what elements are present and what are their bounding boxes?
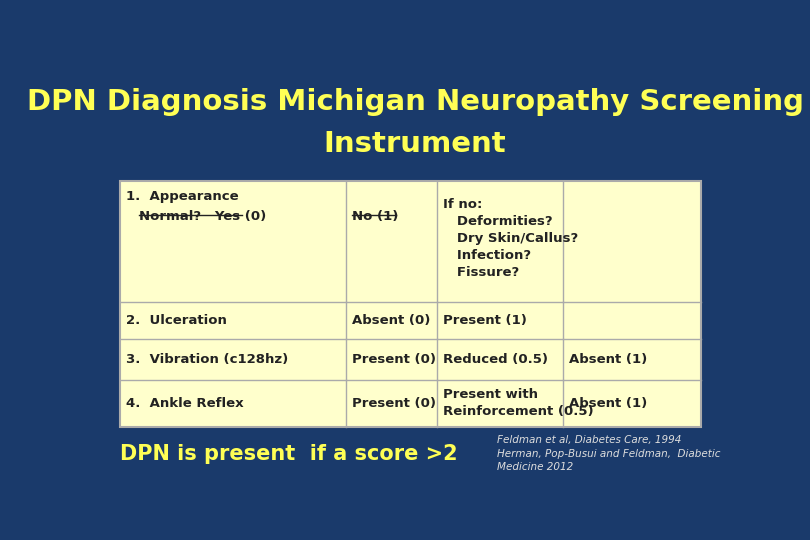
Text: Instrument: Instrument [324,130,506,158]
Text: Present (0): Present (0) [352,353,437,366]
Text: Normal?   Yes (0): Normal? Yes (0) [139,211,266,224]
Text: No (1): No (1) [352,211,399,224]
Text: 3.  Vibration (c128hz): 3. Vibration (c128hz) [126,353,288,366]
Text: If no:
   Deformities?
   Dry Skin/Callus?
   Infection?
   Fissure?: If no: Deformities? Dry Skin/Callus? Inf… [443,198,578,279]
Text: Reduced (0.5): Reduced (0.5) [443,353,548,366]
Text: Absent (1): Absent (1) [569,397,647,410]
Text: 1.  Appearance: 1. Appearance [126,191,239,204]
Text: Absent (1): Absent (1) [569,353,647,366]
Text: Present with
Reinforcement (0.5): Present with Reinforcement (0.5) [443,388,594,418]
Text: Absent (0): Absent (0) [352,314,431,327]
Text: 2.  Ulceration: 2. Ulceration [126,314,228,327]
FancyBboxPatch shape [120,181,701,427]
Text: Present (0): Present (0) [352,397,437,410]
Text: DPN is present  if a score >2: DPN is present if a score >2 [120,443,458,463]
Text: DPN Diagnosis Michigan Neuropathy Screening: DPN Diagnosis Michigan Neuropathy Screen… [27,88,804,116]
Text: Feldman et al, Diabetes Care, 1994
Herman, Pop-Busui and Feldman,  Diabetic
Medi: Feldman et al, Diabetes Care, 1994 Herma… [497,435,720,472]
Text: Present (1): Present (1) [443,314,527,327]
Text: 4.  Ankle Reflex: 4. Ankle Reflex [126,397,244,410]
